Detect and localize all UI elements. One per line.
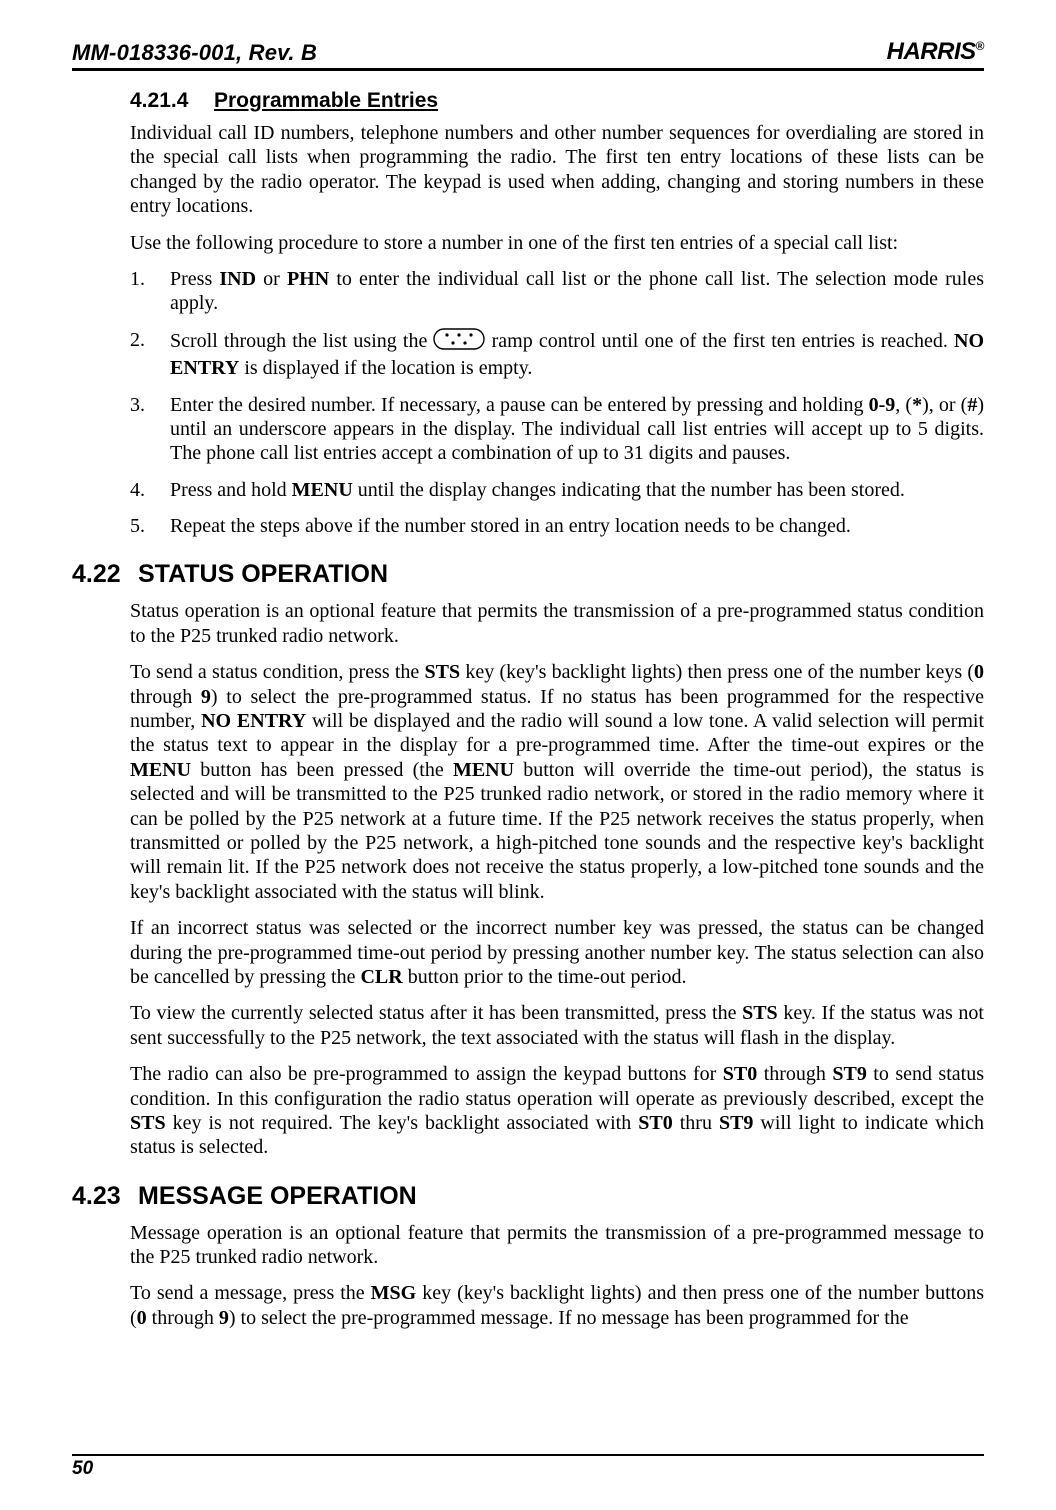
- heading-title: Programmable Entries: [214, 89, 438, 112]
- list-item: Enter the desired number. If necessary, …: [130, 393, 984, 466]
- brand-logo-text: HARRIS: [887, 38, 976, 65]
- paragraph: The radio can also be pre-programmed to …: [130, 1062, 984, 1160]
- page-number: 50: [72, 1458, 984, 1480]
- list-item: Press and hold MENU until the display ch…: [130, 478, 984, 502]
- paragraph: To send a status condition, press the ST…: [130, 660, 984, 904]
- heading-number: 4.21.4: [130, 89, 214, 113]
- page-footer: 50: [72, 1454, 984, 1480]
- heading-title: STATUS OPERATION: [138, 560, 388, 588]
- paragraph: Individual call ID numbers, telephone nu…: [130, 121, 984, 219]
- paragraph: Use the following procedure to store a n…: [130, 231, 984, 255]
- page-header: MM-018336-001, Rev. B HARRIS®: [72, 38, 984, 71]
- list-item: Press IND or PHN to enter the individual…: [130, 267, 984, 316]
- document-id: MM-018336-001, Rev. B: [72, 40, 317, 66]
- content-area: 4.21.4Programmable Entries Individual ca…: [72, 89, 984, 1330]
- heading-4-21-4: 4.21.4Programmable Entries: [130, 89, 984, 113]
- heading-title: MESSAGE OPERATION: [138, 1182, 417, 1210]
- ramp-control-icon: [433, 328, 485, 356]
- heading-number: 4.23: [72, 1182, 138, 1211]
- paragraph: Status operation is an optional feature …: [130, 599, 984, 648]
- page: MM-018336-001, Rev. B HARRIS® 4.21.4Prog…: [0, 0, 1056, 1510]
- brand-logo: HARRIS®: [887, 38, 984, 66]
- paragraph: Message operation is an optional feature…: [130, 1221, 984, 1270]
- heading-4-22: 4.22STATUS OPERATION: [72, 560, 984, 589]
- list-item: Repeat the steps above if the number sto…: [130, 514, 984, 538]
- list-item: Scroll through the list using the ramp c…: [130, 328, 984, 381]
- paragraph: To send a message, press the MSG key (ke…: [130, 1281, 984, 1330]
- paragraph: To view the currently selected status af…: [130, 1001, 984, 1050]
- heading-number: 4.22: [72, 560, 138, 589]
- procedure-list: Press IND or PHN to enter the individual…: [130, 267, 984, 539]
- heading-4-23: 4.23MESSAGE OPERATION: [72, 1182, 984, 1211]
- registered-mark: ®: [976, 39, 984, 53]
- paragraph: If an incorrect status was selected or t…: [130, 916, 984, 989]
